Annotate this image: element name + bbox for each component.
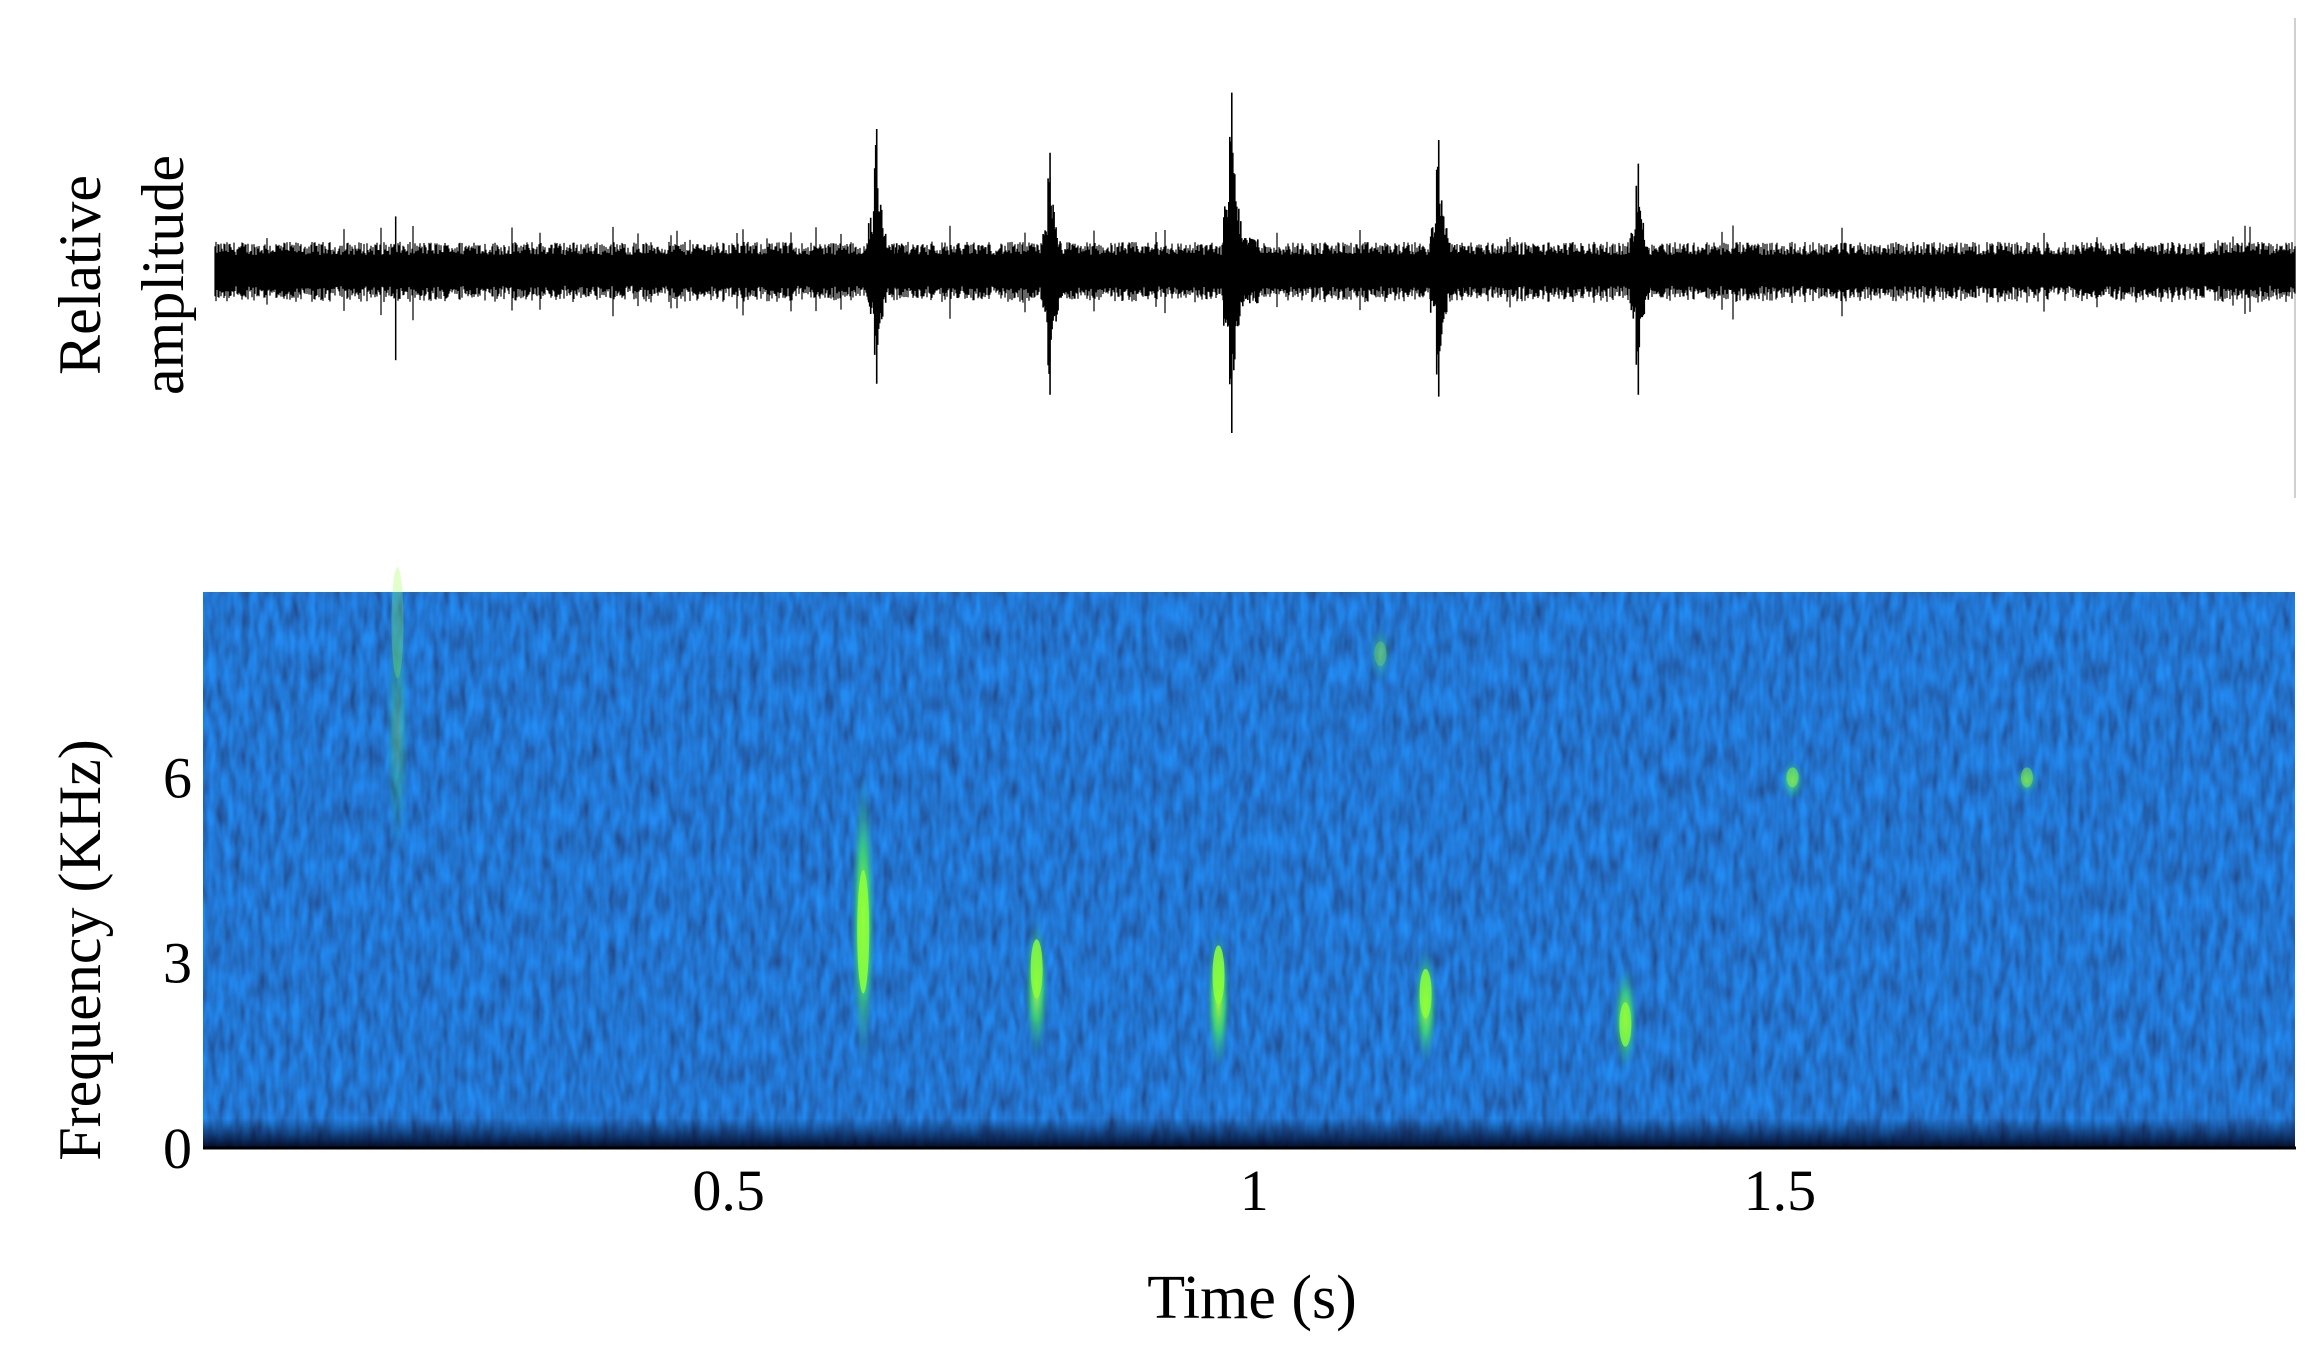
spectrogram-call-peak [1619, 1002, 1632, 1047]
waveform-pulse-trace [867, 129, 904, 384]
spectrogram-call-peak [1786, 767, 1799, 788]
waveform-pulse [867, 129, 904, 384]
spectrogram-ylabel: Frequency (KHz) [47, 739, 113, 1161]
spectrogram-call [384, 592, 411, 870]
spectrogram-call-peak [857, 870, 870, 994]
spectrogram-low-band [203, 1118, 2295, 1148]
waveform-trace [214, 225, 2296, 321]
waveform-pulse [1429, 140, 1466, 397]
waveform-pulse-trace [1629, 163, 1666, 395]
x-tick-label: 0.5 [692, 1158, 765, 1223]
spectrogram-call-peak [2020, 767, 2033, 788]
waveform-ylabel-line2: amplitude [130, 155, 196, 395]
x-tick-label: 1 [1240, 1158, 1269, 1223]
spectrogram-call-peak [1030, 939, 1043, 999]
waveform-pulse [1629, 163, 1666, 395]
y-tick-label: 3 [163, 931, 192, 996]
spectrogram-call-peak [1419, 968, 1432, 1019]
waveform-pulse [1041, 152, 1077, 395]
spectrogram-panel: 0.5 1 1.5 0 3 6 Frequency (KHz) Time (s) [47, 567, 2296, 1332]
waveform-panel: Relative amplitude [47, 18, 2296, 498]
waveform-pulse-trace [1041, 152, 1077, 395]
spectrogram-texture [203, 592, 2295, 1148]
spectrogram-call-peak [1374, 641, 1387, 667]
waveform-pulse [1223, 92, 1259, 433]
waveform-pulse-trace [1429, 140, 1466, 397]
spectrogram-calls [384, 567, 2040, 1074]
spectrogram-call-peak [1212, 945, 1225, 1005]
spectrogram-call-peak [391, 567, 404, 679]
spectrogram-call [1779, 758, 1806, 803]
waveform-pulses [394, 92, 1666, 433]
y-tick-label: 0 [163, 1116, 192, 1181]
y-tick-label: 6 [163, 745, 192, 810]
waveform-ylabel-line1: Relative [47, 175, 113, 375]
y-tick-labels: 0 3 6 [163, 745, 192, 1181]
x-tick-labels: 0.5 1 1.5 [692, 1158, 1816, 1223]
spectrogram-call [2013, 764, 2040, 796]
waveform-pulse-trace [1223, 92, 1259, 433]
x-tick-label: 1.5 [1744, 1158, 1817, 1223]
spectrogram-xlabel: Time (s) [1147, 1264, 1357, 1332]
spectrogram-call [1367, 622, 1394, 685]
